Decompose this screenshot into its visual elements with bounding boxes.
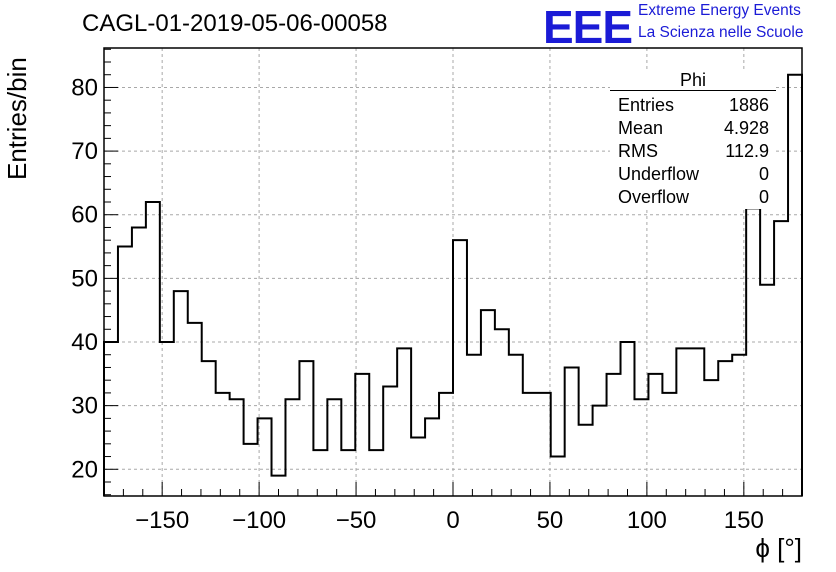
histogram-bin <box>230 399 244 496</box>
y-tick-label: 20 <box>71 456 98 483</box>
x-tick-label: −150 <box>135 507 189 534</box>
histogram-bin <box>676 348 690 496</box>
chart-title: CAGL-01-2019-05-06-00058 <box>82 10 388 37</box>
histogram-bin <box>788 75 802 496</box>
x-tick-label: 150 <box>724 507 764 534</box>
x-tick-label: −50 <box>336 507 377 534</box>
histogram-bin <box>411 437 425 496</box>
histogram-bin <box>537 393 551 496</box>
histogram-bin <box>648 374 662 496</box>
stats-box: Phi Entries 1886 Mean 4.928 RMS 112.9 Un… <box>610 70 776 209</box>
x-tick-label: 100 <box>627 507 667 534</box>
histogram-bin <box>383 387 397 496</box>
y-tick-label: 60 <box>71 202 98 229</box>
axes: −150 −100 −50 0 50 100 150 20 30 40 50 60 70 80 <box>71 47 803 534</box>
y-tick-label: 80 <box>71 74 98 101</box>
histogram-bin <box>313 450 327 496</box>
stats-row: Overflow 0 <box>610 186 776 209</box>
histogram-bin <box>607 374 621 496</box>
stats-value: 112.9 <box>725 141 769 161</box>
histogram-bin <box>174 291 188 496</box>
histogram-bin <box>523 393 537 496</box>
logo-text-line1: Extreme Energy Events <box>638 2 801 19</box>
stats-label: Entries <box>618 95 675 115</box>
stats-row: Entries 1886 <box>610 94 776 117</box>
histogram-bin <box>118 247 132 496</box>
histogram-bin <box>425 418 439 496</box>
stats-row: RMS 112.9 <box>610 140 776 163</box>
histogram-bin <box>355 374 369 496</box>
y-tick-label: 50 <box>71 265 98 292</box>
stats-row: Underflow 0 <box>610 163 776 186</box>
histogram-bin <box>509 355 523 496</box>
y-tick-label: 40 <box>71 329 98 356</box>
histogram-bin <box>160 342 174 496</box>
histogram-bin <box>621 342 635 496</box>
stats-label: Mean <box>618 118 664 138</box>
histogram-bin <box>718 361 732 496</box>
histogram-bin <box>285 399 299 496</box>
x-tick-label: 50 <box>537 507 564 534</box>
stats-row: Mean 4.928 <box>610 117 776 140</box>
histogram-bin <box>732 355 746 496</box>
logo-text-line2: La Scienza nelle Scuole <box>638 24 804 41</box>
histogram-bin <box>202 361 216 496</box>
stats-value: 0 <box>758 187 769 207</box>
stats-label: RMS <box>618 141 658 161</box>
histogram-bin <box>467 355 481 496</box>
histogram-bin <box>662 393 676 496</box>
stats-value: 1886 <box>728 95 769 115</box>
stats-label: Underflow <box>618 164 700 184</box>
histogram-bin <box>760 285 774 496</box>
x-axis-label: ϕ [°] <box>755 533 802 563</box>
x-tick-label: 0 <box>446 507 459 534</box>
histogram-bin <box>216 393 230 496</box>
histogram-bin <box>132 227 146 496</box>
histogram-bin <box>579 425 593 496</box>
y-axis-label: Entries/bin <box>2 57 32 180</box>
x-tick-label: −100 <box>232 507 286 534</box>
stats-label: Overflow <box>618 187 690 207</box>
histogram-bin <box>258 418 272 496</box>
histogram-bin <box>299 361 313 496</box>
histogram-bin <box>369 450 383 496</box>
y-tick-label: 70 <box>71 138 98 165</box>
histogram-bin <box>104 342 118 496</box>
histogram-bin <box>244 444 258 496</box>
stats-value: 0 <box>758 164 769 184</box>
histogram-bin <box>188 323 202 496</box>
y-tick-label: 30 <box>71 393 98 420</box>
histogram-bin <box>453 240 467 496</box>
histogram-bin <box>690 348 704 496</box>
histogram-bin <box>551 457 565 496</box>
histogram-bin <box>774 221 788 496</box>
histogram-bin <box>704 380 718 496</box>
histogram-bin <box>593 406 607 496</box>
histogram-bin <box>495 329 509 496</box>
histogram-bin <box>397 348 411 496</box>
histogram-line <box>103 73 803 496</box>
histogram-bin <box>439 393 453 496</box>
histogram-bin <box>746 208 760 496</box>
stats-title: Phi <box>610 70 776 91</box>
histogram-bin <box>327 399 341 496</box>
histogram-bin <box>634 399 648 496</box>
histogram-bin <box>146 202 160 496</box>
histogram-bin <box>341 450 355 496</box>
eee-logo: EEE <box>543 1 633 53</box>
stats-value: 4.928 <box>723 118 769 138</box>
histogram-bin <box>481 310 495 496</box>
histogram-bin <box>565 367 579 496</box>
